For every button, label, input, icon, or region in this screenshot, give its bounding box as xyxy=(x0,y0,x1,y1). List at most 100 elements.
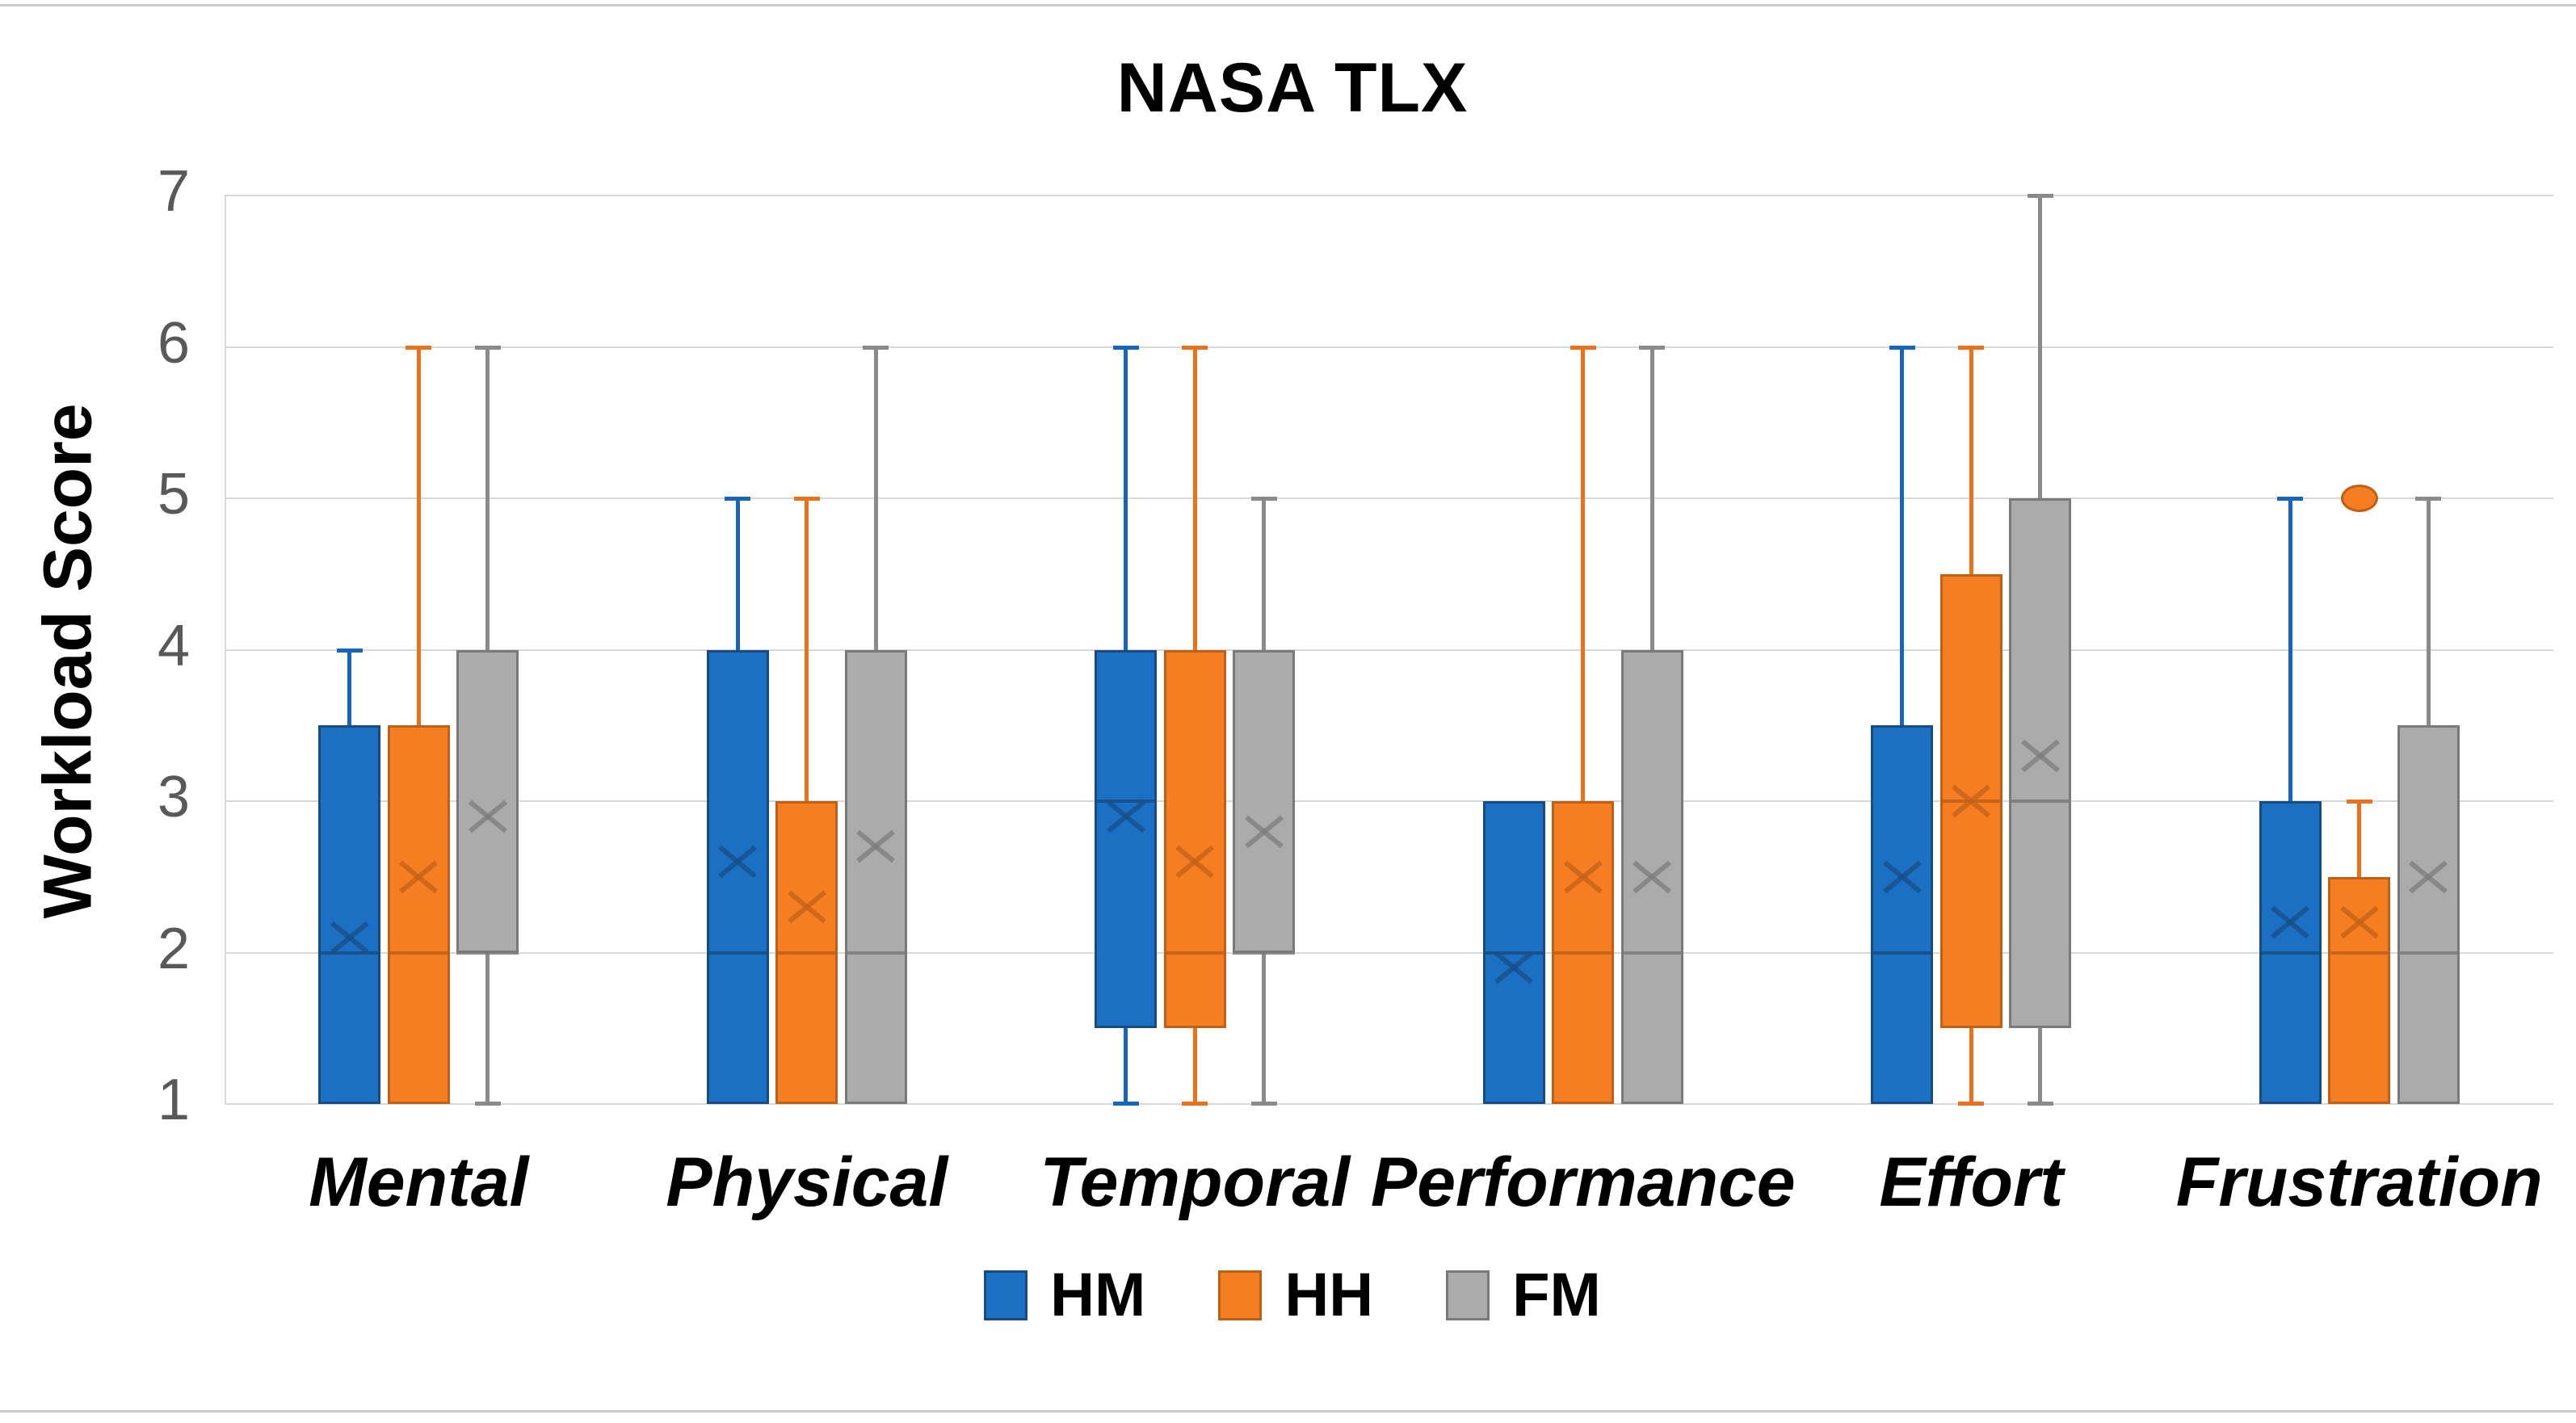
legend-swatch-hh xyxy=(1218,1270,1263,1320)
y-tick-label: 5 xyxy=(157,462,190,527)
upper-whisker-cap xyxy=(1889,345,1915,350)
grid-line xyxy=(225,195,2553,196)
upper-whisker xyxy=(735,498,740,650)
upper-whisker-cap xyxy=(1958,345,1985,350)
median-line xyxy=(387,951,450,955)
lower-whisker xyxy=(1262,952,1267,1104)
median-line xyxy=(1620,951,1683,955)
upper-whisker-cap xyxy=(2346,800,2372,804)
mean-x-marker xyxy=(397,859,439,899)
upper-whisker-cap xyxy=(474,345,501,350)
lower-whisker-cap xyxy=(1250,1102,1277,1106)
upper-whisker-cap xyxy=(1112,345,1139,350)
iqr-box xyxy=(2328,876,2391,1104)
iqr-box xyxy=(1163,649,1226,1029)
upper-whisker xyxy=(2288,498,2292,801)
median-line xyxy=(456,951,519,955)
upper-whisker-cap xyxy=(863,345,889,350)
mean-x-marker xyxy=(2407,859,2449,899)
grid-line xyxy=(225,1103,2553,1105)
upper-whisker xyxy=(1581,346,1586,801)
lower-whisker xyxy=(485,952,490,1104)
mean-x-marker xyxy=(1493,950,1535,989)
x-category-label: Temporal xyxy=(1040,1144,1351,1221)
lower-whisker-cap xyxy=(474,1102,501,1106)
mean-x-marker xyxy=(467,799,509,838)
lower-whisker-cap xyxy=(2027,1102,2053,1106)
y-tick-label: 4 xyxy=(157,613,190,678)
grid-line xyxy=(225,497,2553,499)
mean-x-marker xyxy=(2019,738,2061,778)
y-tick-label: 6 xyxy=(157,310,190,376)
legend-swatch-fm xyxy=(1446,1270,1490,1320)
mean-x-marker xyxy=(2269,905,2311,944)
upper-whisker xyxy=(1649,346,1654,650)
upper-whisker-cap xyxy=(793,497,820,501)
median-line xyxy=(2397,951,2460,955)
median-line xyxy=(844,951,907,955)
grid-line xyxy=(225,649,2553,651)
x-category-label: Effort xyxy=(1879,1144,2064,1221)
median-line xyxy=(706,951,769,955)
mean-x-marker xyxy=(1631,859,1673,899)
upper-whisker-cap xyxy=(1639,345,1666,350)
legend-label-hm: HM xyxy=(1050,1261,1146,1329)
legend-item-fm: FM xyxy=(1446,1260,1601,1330)
x-category-label: Physical xyxy=(666,1144,948,1221)
mean-x-marker xyxy=(1881,859,1923,899)
median-line xyxy=(1482,951,1545,955)
upper-whisker-cap xyxy=(2277,497,2304,501)
upper-whisker xyxy=(2357,801,2362,877)
legend-label-hh: HH xyxy=(1284,1261,1374,1329)
iqr-box xyxy=(706,649,769,1104)
top-frame-line xyxy=(0,4,2576,6)
iqr-box xyxy=(387,725,450,1104)
median-line xyxy=(1871,951,1934,955)
legend-item-hh: HH xyxy=(1218,1260,1373,1330)
iqr-box xyxy=(2397,725,2460,1104)
lower-whisker xyxy=(2038,1028,2043,1104)
iqr-box xyxy=(1871,725,1934,1104)
iqr-box xyxy=(1620,649,1683,1104)
median-line xyxy=(1163,951,1226,955)
upper-whisker-cap xyxy=(1250,497,1277,501)
median-line xyxy=(2259,951,2322,955)
mean-x-marker xyxy=(716,844,759,884)
lower-whisker xyxy=(1192,1028,1197,1104)
upper-whisker-cap xyxy=(336,648,363,653)
upper-whisker xyxy=(1124,346,1128,650)
grid-line xyxy=(225,800,2553,802)
legend-swatch-hm xyxy=(984,1270,1028,1320)
median-line xyxy=(1095,800,1158,803)
upper-whisker xyxy=(347,649,352,726)
median-line xyxy=(2009,800,2072,803)
mean-x-marker xyxy=(1174,844,1216,884)
x-category-label: Performance xyxy=(1370,1144,1796,1221)
lower-whisker xyxy=(1124,1028,1128,1104)
grid-line xyxy=(225,951,2553,954)
median-line xyxy=(775,951,838,955)
upper-whisker-cap xyxy=(1182,345,1208,350)
mean-x-marker xyxy=(2339,905,2381,944)
mean-x-marker xyxy=(1243,814,1285,854)
iqr-box xyxy=(844,649,907,1104)
lower-whisker-cap xyxy=(1182,1102,1208,1106)
iqr-box xyxy=(1233,649,1296,953)
x-category-label: Frustration xyxy=(2175,1144,2543,1221)
upper-whisker xyxy=(805,498,809,801)
upper-whisker xyxy=(2038,195,2043,498)
y-tick-label: 3 xyxy=(157,765,190,829)
upper-whisker-cap xyxy=(2027,194,2053,198)
median-line xyxy=(1233,951,1296,955)
upper-whisker-cap xyxy=(2415,497,2442,501)
legend: HM HH FM xyxy=(485,1260,2100,1330)
legend-label-fm: FM xyxy=(1512,1261,1601,1329)
x-category-label: Mental xyxy=(309,1144,529,1221)
upper-whisker xyxy=(1192,346,1197,650)
y-tick-label: 1 xyxy=(157,1068,190,1132)
upper-whisker xyxy=(485,346,490,650)
median-line xyxy=(318,951,381,955)
bottom-frame-line xyxy=(0,1410,2576,1413)
y-tick-label: 7 xyxy=(157,159,190,224)
y-axis-line xyxy=(225,195,226,1104)
